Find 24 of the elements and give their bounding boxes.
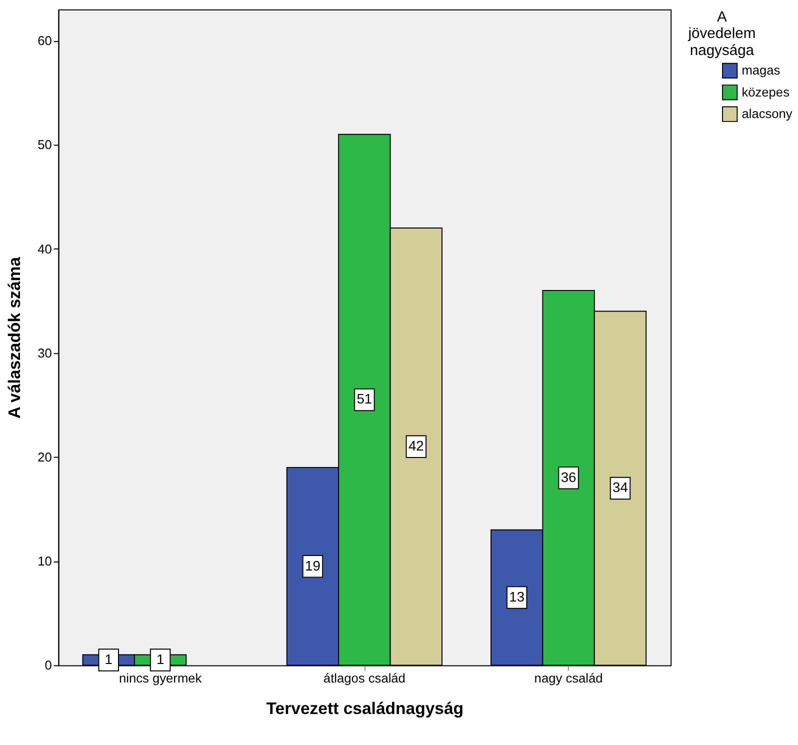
legend-title: A jövedelem nagysága [687, 9, 756, 59]
data-label: 19 [305, 557, 321, 574]
legend-label: alacsony [742, 106, 793, 122]
y-axis-title: A válaszadók száma [4, 256, 24, 419]
data-label: 13 [509, 588, 525, 605]
data-label: 34 [612, 479, 628, 496]
y-tick-label: 10 [38, 554, 52, 569]
data-label: 36 [560, 468, 577, 485]
data-label: 1 [104, 650, 112, 667]
x-tick-label: átlagos család [323, 670, 406, 686]
data-label: 51 [356, 390, 372, 407]
y-tick-label: 0 [44, 658, 52, 673]
x-axis-title: Tervezett családnagyság [266, 699, 464, 718]
x-tick-label: nincs gyermek [118, 670, 202, 686]
legend-label: magas [742, 62, 780, 78]
y-tick-label: 50 [38, 137, 52, 152]
data-label: 42 [408, 438, 424, 454]
y-tick-label: 20 [38, 449, 52, 464]
y-tick-label: 30 [38, 345, 52, 360]
legend-label: közepes [742, 84, 790, 100]
x-tick-label: nagy család [534, 670, 603, 686]
data-label: 1 [156, 650, 164, 667]
y-tick-label: 40 [38, 241, 52, 256]
y-tick-label: 60 [38, 33, 52, 48]
